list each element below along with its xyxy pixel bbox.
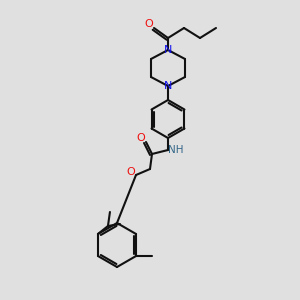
Text: N: N: [164, 45, 172, 55]
Text: O: O: [136, 133, 146, 143]
Text: NH: NH: [168, 145, 184, 155]
Text: O: O: [145, 19, 153, 29]
Text: O: O: [127, 167, 135, 177]
Text: N: N: [164, 81, 172, 91]
